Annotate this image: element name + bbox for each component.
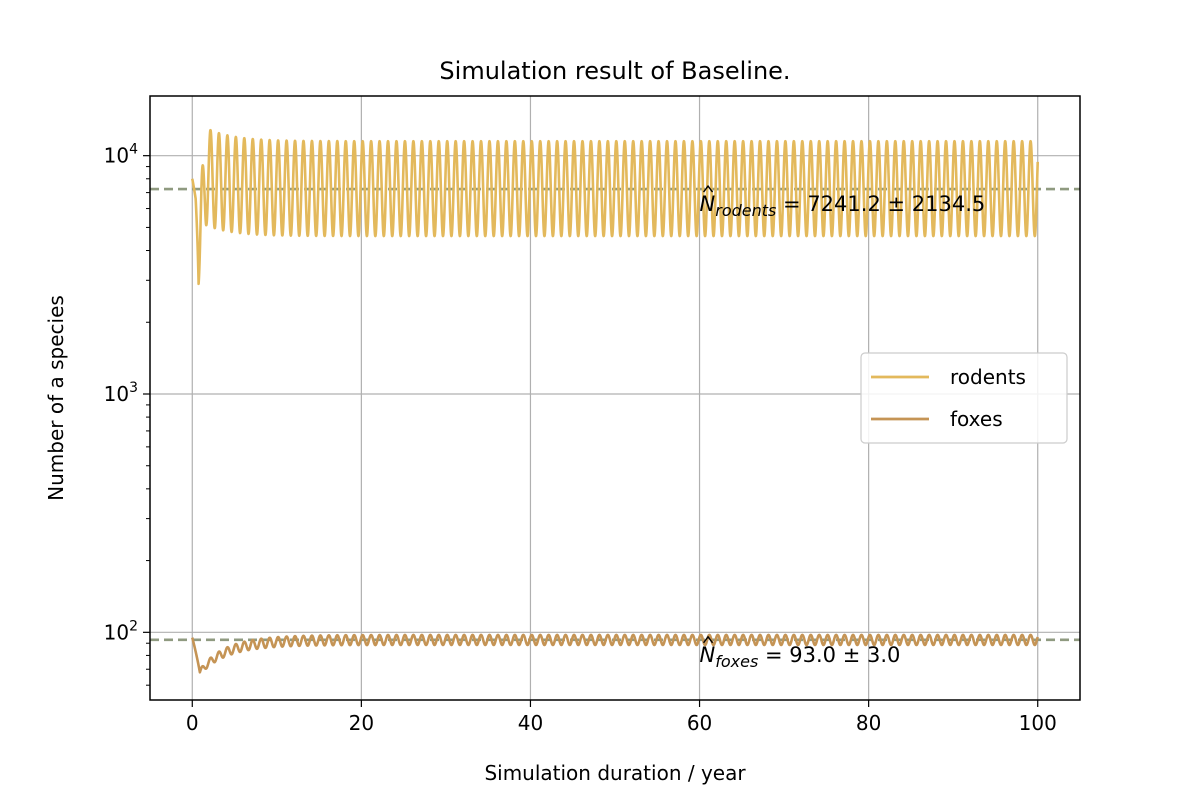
axis-ticks: 0 20 40 60 80 100 102 103 104 <box>104 142 1057 735</box>
legend-box <box>860 352 1068 444</box>
y-tick-label: 103 <box>104 380 138 406</box>
mean-annotation-foxes: Nfoxes = 93.0 ± 3.0 <box>700 643 901 671</box>
annotations: Nrodents = 7241.2 ± 2134.5 Nfoxes = 93.0 … <box>700 184 986 671</box>
series-lines <box>190 128 1040 674</box>
mean-annotation-rodents: Nrodents = 7241.2 ± 2134.5 <box>700 192 986 220</box>
y-axis-label: Number of a species <box>44 295 68 501</box>
legend: rodents foxes <box>860 352 1068 444</box>
plot-frame <box>149 95 1081 701</box>
legend-label-rodents: rodents <box>950 365 1026 389</box>
x-tick-label: 80 <box>856 711 881 735</box>
y-tick-label: 102 <box>104 618 138 644</box>
hat-mark <box>702 635 714 644</box>
x-tick-label: 20 <box>349 711 374 735</box>
y-tick-label: 104 <box>104 142 138 168</box>
chart-title: Simulation result of Baseline. <box>439 57 790 85</box>
series-line-foxes <box>191 633 1039 674</box>
x-tick-label: 100 <box>1019 711 1057 735</box>
series-line-rodents <box>190 128 1040 286</box>
x-axis-label: Simulation duration / year <box>484 761 746 785</box>
x-tick-label: 0 <box>186 711 199 735</box>
x-tick-label: 60 <box>687 711 712 735</box>
legend-label-foxes: foxes <box>950 407 1003 431</box>
x-tick-label: 40 <box>518 711 543 735</box>
hat-mark <box>702 184 714 193</box>
